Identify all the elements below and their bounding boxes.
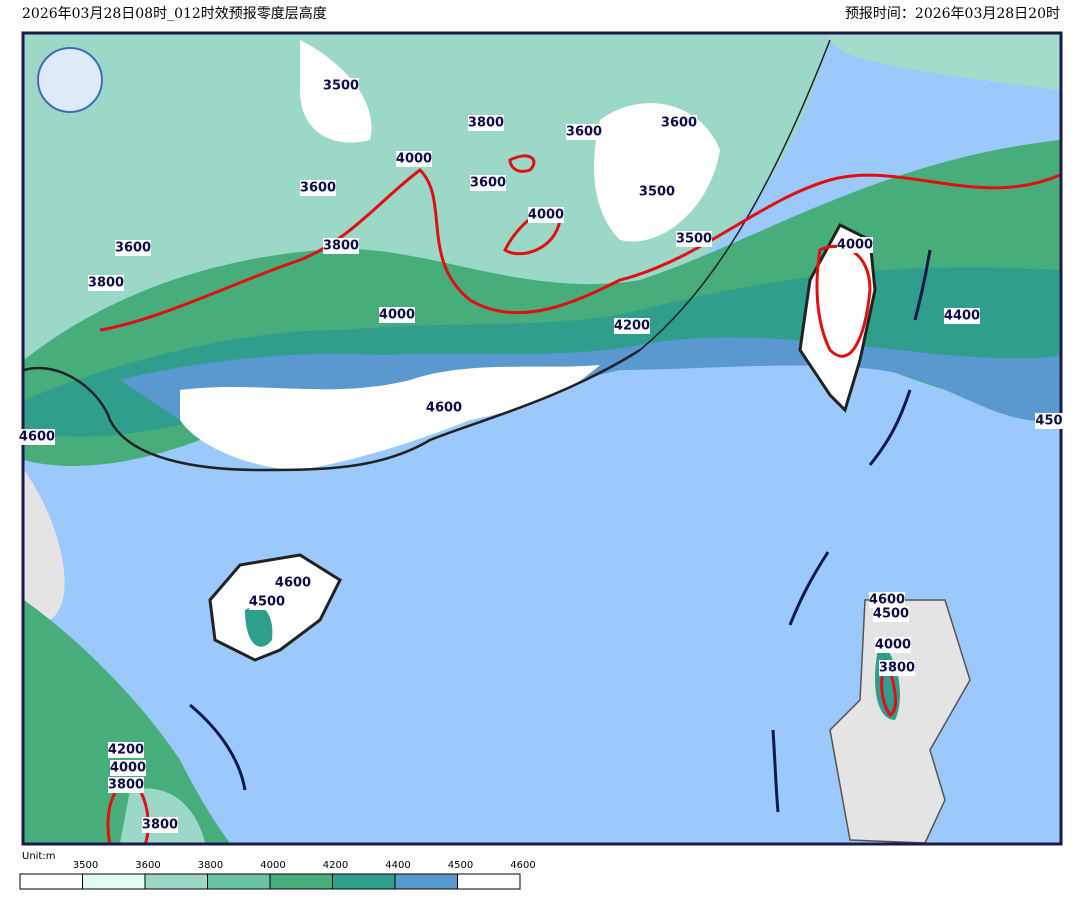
legend-tick: 4200	[323, 860, 348, 871]
forecast-time: 预报时间：2026年03月28日20时	[845, 6, 1060, 22]
label-box	[639, 184, 675, 200]
legend-swatch	[82, 873, 146, 890]
legend-unit: Unit:m	[22, 851, 55, 862]
label-box	[426, 400, 462, 416]
land-white	[180, 365, 600, 470]
contour-label: 4500	[249, 595, 285, 610]
contour-label: 3800	[142, 818, 178, 833]
contour-label: 4200	[614, 319, 650, 334]
contour-label: 4600	[426, 401, 462, 416]
contour-label: 3600	[115, 241, 151, 256]
label-box	[19, 429, 55, 445]
contour-label: 3800	[108, 778, 144, 793]
field	[245, 606, 273, 647]
legend-swatch	[144, 873, 208, 890]
legend-tick: 4400	[385, 860, 410, 871]
land-white	[300, 40, 720, 242]
label-box	[249, 594, 285, 610]
legend-tick: 4600	[510, 860, 535, 871]
legend-swatch	[19, 873, 83, 890]
label-box	[873, 606, 909, 622]
label-box	[676, 231, 712, 247]
legend-tick: 4500	[448, 860, 473, 871]
legend-swatch	[207, 873, 271, 890]
field	[24, 600, 230, 843]
contour-label: 3600	[566, 125, 602, 140]
label-box	[323, 238, 359, 254]
contour-label: 4600	[275, 576, 311, 591]
label-box	[115, 240, 151, 256]
map-title: 2026年03月28日08时_012时效预报零度层高度	[22, 5, 327, 22]
legend: 3500 3600 3800 4000 4200 4400 4500 4600	[19, 860, 536, 890]
label-box	[875, 637, 911, 653]
contour-label: 4000	[110, 761, 146, 776]
label-box	[944, 308, 980, 324]
label-box	[323, 78, 359, 94]
contour-label: 3800	[879, 661, 915, 676]
legend-swatch	[332, 873, 396, 890]
land-grey	[829, 599, 971, 843]
label-box	[869, 592, 905, 608]
field	[120, 788, 205, 843]
legend-swatch	[269, 873, 333, 890]
label-box	[614, 318, 650, 334]
label-box	[88, 275, 124, 291]
map-area	[24, 34, 1060, 843]
legend-swatch	[394, 873, 458, 890]
contour-label: 3500	[323, 79, 359, 94]
field	[24, 34, 1060, 90]
trough-line	[189, 249, 932, 813]
contour-label: 3600	[470, 176, 506, 191]
coastline	[24, 348, 641, 472]
contour-label: 4600	[869, 593, 905, 608]
label-box	[142, 817, 178, 833]
contour-label: 4500	[873, 607, 909, 622]
label-box	[837, 237, 873, 253]
contour-label: 4000	[528, 208, 564, 223]
label-box	[1035, 413, 1063, 429]
label-box	[470, 175, 506, 191]
legend-tick: 3600	[135, 860, 160, 871]
legend-tick: 3800	[198, 860, 223, 871]
label-box	[566, 124, 602, 140]
coastline	[639, 39, 831, 351]
label-box	[528, 207, 564, 223]
contour-label: 3500	[639, 185, 675, 200]
contour-label: 4000	[379, 308, 415, 323]
contour-label: 450	[1035, 414, 1062, 429]
contour-labels: 3500 3800 3600 3600 4000 3600 3600 3500 4000 3800…	[19, 78, 1063, 833]
contour-label: 3600	[661, 116, 697, 131]
contour-label: 3600	[300, 181, 336, 196]
contour-label: 4400	[944, 309, 980, 324]
label-box	[275, 575, 311, 591]
label-box	[110, 760, 146, 776]
label-box	[108, 777, 144, 793]
label-box	[396, 151, 432, 167]
legend-tick: 4000	[260, 860, 285, 871]
contour-label: 3800	[468, 116, 504, 131]
label-box	[879, 660, 915, 676]
legend-tick: 3500	[73, 860, 98, 871]
contour-label: 4000	[396, 152, 432, 167]
land-grey	[24, 470, 65, 760]
contour-label: 4200	[108, 743, 144, 758]
label-box	[468, 115, 504, 131]
contour-label: 4000	[875, 638, 911, 653]
label-box	[661, 115, 697, 131]
logo	[37, 47, 103, 113]
contour-label: 4000	[837, 238, 873, 253]
label-box	[108, 742, 144, 758]
contour-label: 3800	[88, 276, 124, 291]
label-box	[300, 180, 336, 196]
contour-label: 3800	[323, 239, 359, 254]
contour-label: 4600	[19, 430, 55, 445]
legend-swatch	[457, 873, 521, 890]
label-box	[379, 307, 415, 323]
contour-label: 3500	[676, 232, 712, 247]
